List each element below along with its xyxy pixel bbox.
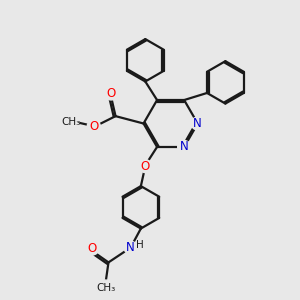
Circle shape — [139, 160, 152, 172]
Text: O: O — [141, 160, 150, 172]
Circle shape — [62, 114, 79, 130]
Text: N: N — [193, 117, 202, 130]
Text: O: O — [89, 120, 98, 133]
Text: N: N — [180, 140, 188, 154]
Text: H: H — [136, 240, 144, 250]
Circle shape — [97, 280, 114, 296]
Text: O: O — [88, 242, 97, 255]
Text: N: N — [126, 241, 135, 254]
Circle shape — [191, 117, 204, 130]
Text: O: O — [106, 87, 116, 100]
Circle shape — [87, 120, 100, 133]
Circle shape — [178, 140, 190, 153]
Circle shape — [124, 241, 137, 254]
Circle shape — [136, 241, 144, 250]
Text: CH₃: CH₃ — [96, 283, 115, 293]
Circle shape — [105, 87, 118, 100]
Text: CH₃: CH₃ — [61, 117, 80, 127]
Circle shape — [86, 242, 99, 255]
